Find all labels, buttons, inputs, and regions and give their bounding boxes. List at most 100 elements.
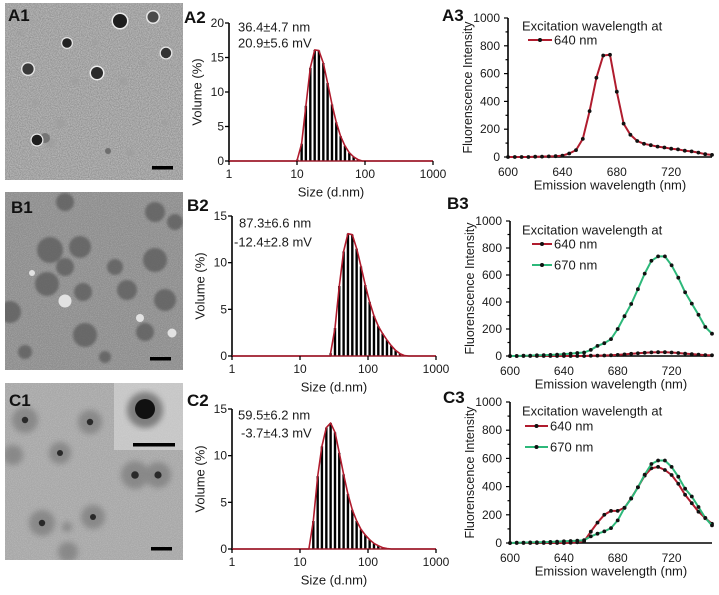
distribution-curve xyxy=(232,422,436,550)
y-axis-title: Volume (%) xyxy=(193,445,208,512)
data-point xyxy=(656,254,660,259)
series-line xyxy=(508,53,713,158)
y-axis-title: Fluorenscence Intensity xyxy=(463,406,477,539)
x-tick-label: 640 xyxy=(552,165,572,179)
data-point xyxy=(649,258,654,263)
data-point xyxy=(521,353,526,358)
x-tick-label: 10 xyxy=(293,555,307,569)
data-point xyxy=(588,534,593,539)
data-point xyxy=(615,353,620,357)
data-point xyxy=(588,348,593,352)
data-point xyxy=(669,146,674,151)
data-point xyxy=(642,472,647,477)
histogram-bar xyxy=(394,350,397,356)
data-point xyxy=(541,540,546,545)
x-tick-label: 680 xyxy=(608,364,628,378)
y-tick-label: 1000 xyxy=(475,395,502,409)
legend-marker xyxy=(540,263,544,267)
data-point xyxy=(602,529,607,534)
histogram-bars xyxy=(312,423,389,549)
distribution-curve xyxy=(232,232,436,357)
data-point xyxy=(533,154,538,159)
x-tick-label: 720 xyxy=(661,165,681,179)
histogram-bar xyxy=(316,476,319,549)
panel-label-c2: C2 xyxy=(187,391,209,410)
y-tick-label: 1000 xyxy=(473,11,500,25)
data-point xyxy=(663,458,667,463)
y-tick-label: 400 xyxy=(482,480,502,494)
data-point xyxy=(655,144,660,149)
legend-title: Excitation wavelength at xyxy=(522,223,663,238)
x-axis-title: Emission wavelength (nm) xyxy=(534,178,686,193)
data-point xyxy=(615,327,620,331)
data-point xyxy=(710,353,714,358)
y-tick-label: 0 xyxy=(220,349,227,363)
x-tick-label: 1000 xyxy=(423,555,450,569)
x-axis-title: Size (d.nm) xyxy=(301,573,367,588)
data-point xyxy=(683,290,687,295)
histogram-bar xyxy=(364,285,367,356)
data-point xyxy=(669,350,674,355)
x-axis-title: Size (d.nm) xyxy=(298,185,364,200)
histogram-bar xyxy=(339,136,342,161)
data-point xyxy=(519,155,524,159)
data-point xyxy=(535,353,539,358)
histogram-bar xyxy=(329,423,332,549)
histogram-bar xyxy=(342,474,345,549)
data-point xyxy=(629,302,634,306)
x-tick-label: 680 xyxy=(608,551,628,565)
panel-label-a2: A2 xyxy=(184,8,206,27)
data-point xyxy=(595,531,600,536)
legend-label: 640 nm xyxy=(550,419,593,434)
legend-marker xyxy=(540,242,544,246)
series-670-nm xyxy=(508,458,714,545)
data-point xyxy=(621,121,626,126)
x-axis-title: Emission wavelength (nm) xyxy=(535,564,687,579)
data-point xyxy=(689,352,694,356)
tem-image-c1 xyxy=(5,383,183,560)
data-point xyxy=(676,481,681,486)
size-annotation: 59.5±6.2 nm xyxy=(238,408,310,423)
data-point xyxy=(703,353,708,357)
histogram-bars xyxy=(329,233,406,356)
histogram-bar xyxy=(368,539,371,549)
zeta-annotation: 20.9±5.6 mV xyxy=(238,36,312,51)
data-point xyxy=(568,539,573,543)
data-point xyxy=(615,518,620,523)
x-tick-label: 1 xyxy=(229,362,236,376)
data-point xyxy=(588,353,593,358)
y-tick-label: 600 xyxy=(480,67,500,81)
y-tick-label: 5 xyxy=(220,302,227,316)
panel-label-b2: B2 xyxy=(187,196,209,215)
histogram-bar xyxy=(346,233,350,356)
data-point xyxy=(656,465,660,469)
data-point xyxy=(555,352,559,357)
scale-bar xyxy=(150,357,171,361)
legend-marker xyxy=(538,38,542,42)
series-line xyxy=(509,459,713,544)
data-point xyxy=(528,353,533,358)
histogram-bar xyxy=(325,427,328,549)
data-point xyxy=(669,263,674,268)
tem-image-a1 xyxy=(5,3,183,180)
data-point xyxy=(582,538,586,543)
y-tick-label: 1000 xyxy=(475,214,502,228)
data-point xyxy=(508,354,512,358)
data-point xyxy=(662,145,667,150)
data-point xyxy=(676,147,680,152)
inset-scale-bar xyxy=(133,443,175,447)
legend-label: 640 nm xyxy=(554,237,597,252)
histogram-bar xyxy=(304,105,308,161)
series-640-nm xyxy=(506,52,714,159)
y-axis-title: Fluorenscence Intensity xyxy=(463,222,477,355)
data-point xyxy=(582,354,586,358)
histogram-bar xyxy=(351,234,354,356)
y-tick-label: 5 xyxy=(217,120,224,134)
y-tick-label: 0 xyxy=(217,154,224,168)
data-point xyxy=(703,152,708,157)
data-point xyxy=(548,540,553,544)
